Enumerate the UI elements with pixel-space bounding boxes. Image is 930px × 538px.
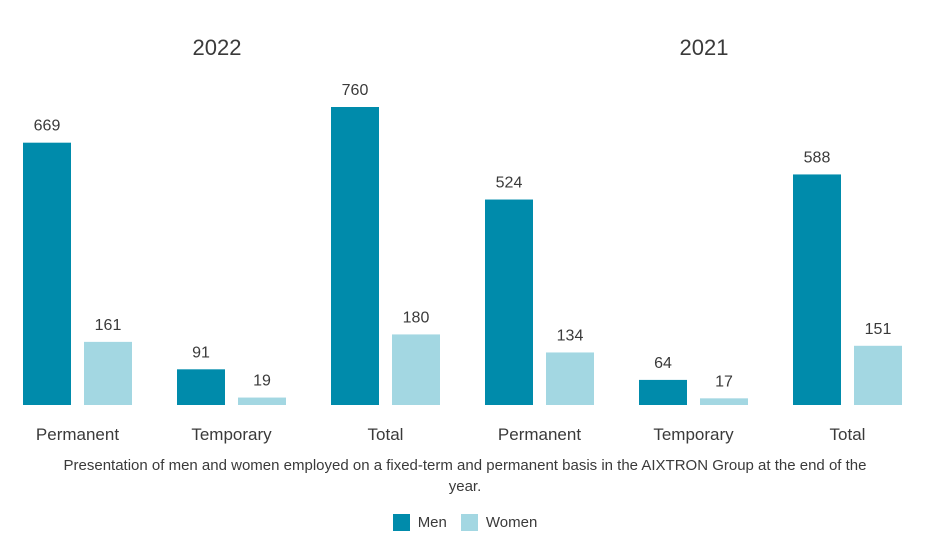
data-label-men-2021-permanent: 524: [496, 175, 523, 192]
chart-caption: Presentation of men and women employed o…: [0, 455, 930, 497]
bar-chart: 2022 2021 669 161 Permanent 91 19 Temporary 760 1…: [23, 35, 902, 444]
category-label-2021-permanent: Permanent: [498, 425, 581, 444]
caption-line-1: Presentation of men and women employed o…: [63, 457, 867, 474]
data-label-women-2022-permanent: 161: [95, 317, 122, 334]
bar-women-2021-total: [854, 345, 902, 405]
data-label-women-2021-temporary: 17: [715, 373, 733, 390]
data-label-men-2022-total: 760: [342, 82, 369, 99]
category-label-2021-temporary: Temporary: [653, 425, 734, 444]
chart-legend: Men Women: [0, 514, 930, 531]
bar-women-2022-permanent: [84, 341, 132, 405]
legend-item-men: Men: [392, 514, 447, 531]
category-label-2021-total: Total: [830, 425, 866, 444]
data-label-women-2022-temporary: 19: [253, 373, 271, 390]
data-label-women-2021-total: 151: [865, 321, 892, 338]
bar-men-2022-total: [331, 107, 379, 405]
legend-item-women: Women: [460, 514, 538, 531]
data-label-men-2022-temporary: 91: [192, 344, 210, 361]
legend-swatch-men: [392, 514, 410, 531]
legend-swatch-women: [460, 514, 478, 531]
data-label-women-2021-permanent: 134: [557, 327, 584, 344]
legend-label-women: Women: [485, 514, 538, 531]
bar-men-2021-total: [793, 174, 841, 405]
bar-men-2021-temporary: [639, 379, 687, 405]
category-label-2022-total: Total: [368, 425, 404, 444]
data-label-men-2021-total: 588: [804, 149, 831, 166]
bar-men-2022-permanent: [23, 142, 71, 405]
data-label-men-2021-temporary: 64: [654, 355, 672, 372]
category-label-2022-temporary: Temporary: [191, 425, 272, 444]
bar-men-2022-temporary: [177, 369, 225, 405]
bar-women-2022-total: [392, 334, 440, 405]
bar-women-2021-temporary: [700, 398, 748, 405]
legend-label-men: Men: [417, 514, 447, 531]
bar-women-2022-temporary: [238, 397, 286, 405]
bar-men-2021-permanent: [485, 199, 533, 405]
category-label-2022-permanent: Permanent: [36, 425, 119, 444]
bar-women-2021-permanent: [546, 352, 594, 405]
data-label-women-2022-total: 180: [403, 309, 430, 326]
caption-line-2: year.: [448, 478, 482, 495]
group-title-2022: 2022: [193, 35, 242, 60]
group-title-2021: 2021: [680, 35, 729, 60]
data-label-men-2022-permanent: 669: [34, 118, 61, 135]
